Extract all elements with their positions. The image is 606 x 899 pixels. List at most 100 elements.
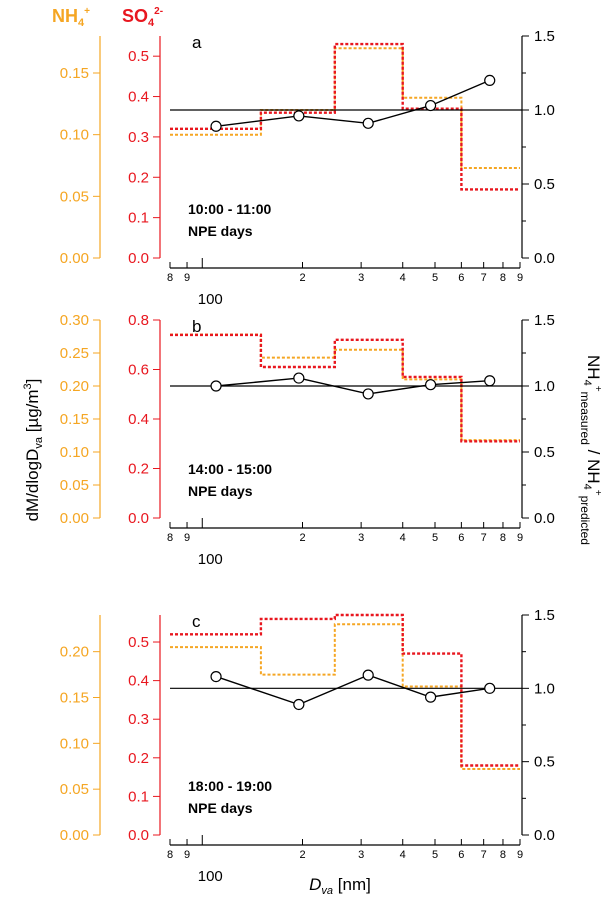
nh4-tick-label: 0.15 [60, 411, 89, 428]
nh4-tick-label: 0.00 [60, 510, 89, 527]
so4-tick-label: 0.0 [128, 827, 149, 844]
so4-series-line [170, 613, 520, 767]
x-tick-label: 2 [299, 532, 305, 544]
ratio-point [484, 375, 496, 387]
x-tick-label: 8 [500, 532, 506, 544]
ratio-point [362, 669, 374, 681]
nh4-series-line [170, 333, 520, 442]
nh4-tick-label: 0.15 [60, 65, 89, 82]
so4-series-line [170, 42, 520, 191]
x-tick-label: 8 [167, 849, 173, 861]
ratio-point [293, 110, 305, 122]
so4-legend-label: SO42- [122, 6, 163, 29]
ratio-tick-label: 0.0 [534, 250, 555, 267]
ratio-tick-label: 1.5 [534, 28, 555, 45]
x-tick-label: 6 [458, 849, 464, 861]
nh4-tick-label: 0.05 [60, 477, 89, 494]
so4-tick-label: 0.1 [128, 788, 149, 805]
x-tick-label: 9 [517, 272, 523, 284]
nh4-tick-label: 0.15 [60, 690, 89, 707]
panel-time-label: 10:00 - 11:00 [188, 201, 271, 217]
panel-time-label: 14:00 - 15:00 [188, 461, 272, 477]
panel-days-label: NPE days [188, 800, 253, 816]
panel-letter: a [192, 33, 202, 52]
x-tick-label: 9 [517, 532, 523, 544]
x-tick-label: 2 [299, 849, 305, 861]
x-tick-label: 9 [184, 272, 190, 284]
ratio-point [484, 74, 496, 87]
so4-tick-label: 0.4 [128, 673, 149, 690]
ratio-point [293, 372, 305, 384]
ratio-point [210, 670, 222, 683]
x-tick-label: 9 [184, 849, 190, 861]
x-tick-label: 7 [481, 532, 487, 544]
panel-a: 0.00 0.05 0.10 0.15 0.0 0.1 0.2 0.3 0.4 0.5 0.0 0.5… [60, 28, 555, 308]
so4-series-line [170, 333, 520, 443]
x-tick-label: 8 [167, 532, 173, 544]
x-major-label: 100 [198, 868, 223, 885]
so4-tick-label: 0.3 [128, 711, 149, 728]
x-tick-label: 9 [517, 849, 523, 861]
nh4-tick-label: 0.30 [60, 312, 89, 329]
so4-tick-label: 0.6 [128, 362, 149, 379]
so4-tick-label: 0.5 [128, 48, 149, 65]
nh4-tick-label: 0.10 [60, 735, 89, 752]
ratio-point [210, 120, 222, 132]
panel-b: 0.000.050.100.150.200.250.300.00.20.40.6… [60, 312, 555, 568]
x-axis-title: Dva [nm] [309, 875, 371, 897]
nh4-tick-label: 0.10 [60, 444, 89, 461]
nh4-tick-label: 0.05 [60, 188, 89, 205]
x-major-label: 100 [198, 551, 223, 568]
ratio-tick-label: 1.0 [534, 680, 555, 697]
panel-c: 0.000.050.100.150.200.00.10.20.30.40.50.… [60, 607, 555, 885]
x-tick-label: 3 [358, 532, 364, 544]
x-tick-label: 5 [432, 272, 438, 284]
panel-letter: b [192, 317, 201, 336]
so4-tick-label: 0.5 [128, 634, 149, 651]
ratio-tick-label: 1.5 [534, 607, 555, 624]
x-tick-label: 8 [500, 849, 506, 861]
x-tick-label: 9 [184, 532, 190, 544]
ratio-point [362, 117, 374, 129]
x-tick-label: 6 [458, 272, 464, 284]
so4-tick-label: 0.0 [128, 250, 149, 267]
nh4-tick-label: 0.00 [60, 827, 89, 844]
ratio-series-line [215, 674, 490, 706]
nh4-tick-label: 0.20 [60, 644, 89, 661]
ratio-tick-label: 1.0 [534, 378, 555, 395]
x-tick-label: 2 [299, 272, 305, 284]
nh4-tick-label: 0.05 [60, 781, 89, 798]
x-tick-label: 4 [400, 532, 406, 544]
panel-days-label: NPE days [188, 223, 253, 239]
ratio-tick-label: 0.5 [534, 754, 555, 771]
nh4-series-line [170, 47, 520, 169]
ratio-point [293, 698, 305, 711]
so4-tick-label: 0.2 [128, 169, 149, 186]
x-tick-label: 6 [458, 532, 464, 544]
so4-tick-label: 0.0 [128, 510, 149, 527]
ratio-tick-label: 0.5 [534, 444, 555, 461]
x-tick-label: 3 [358, 272, 364, 284]
nh4-tick-label: 0.00 [60, 250, 89, 267]
ratio-point [424, 691, 437, 703]
x-tick-label: 7 [481, 272, 487, 284]
x-tick-label: 8 [167, 272, 173, 284]
ratio-tick-label: 0.5 [534, 176, 555, 193]
so4-tick-label: 0.3 [128, 129, 149, 146]
ratio-tick-label: 0.0 [534, 510, 555, 527]
y-axis-right-title: NH4+measured / NH4+predicted [578, 355, 603, 545]
ratio-point [424, 379, 437, 391]
ratio-tick-label: 1.5 [534, 312, 555, 329]
ratio-tick-label: 0.0 [534, 827, 555, 844]
x-tick-label: 3 [358, 849, 364, 861]
so4-tick-label: 0.1 [128, 210, 149, 227]
x-tick-label: 4 [400, 849, 406, 861]
nh4-series-line [170, 623, 520, 770]
x-tick-label: 7 [481, 849, 487, 861]
ratio-point [424, 99, 437, 112]
so4-tick-label: 0.2 [128, 461, 149, 478]
ratio-point [362, 388, 374, 400]
x-major-label: 100 [198, 291, 223, 308]
nh4-tick-label: 0.10 [60, 127, 89, 144]
